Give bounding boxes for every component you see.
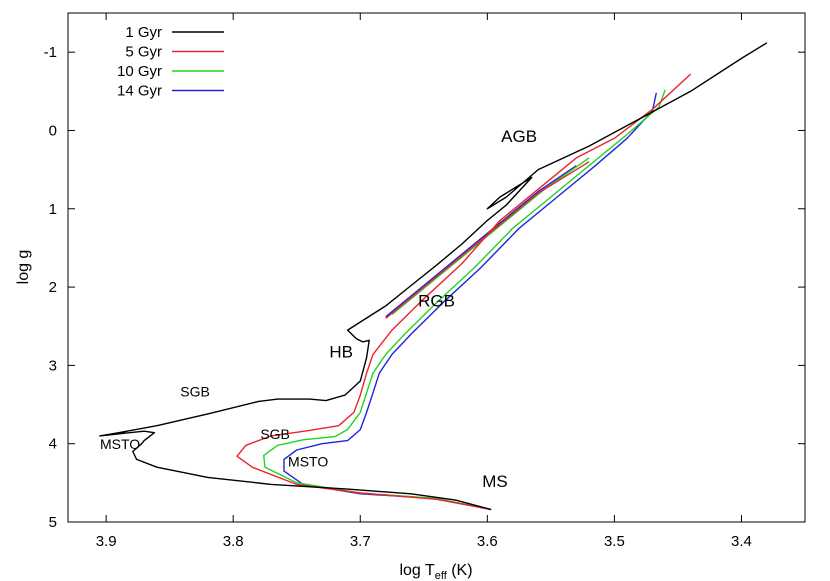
y-tick-label: 1 [49, 201, 57, 218]
series-1-gyr-line [99, 42, 768, 511]
annotation-ms: MS [482, 472, 508, 491]
x-axis-label: log Teff (K) [399, 562, 472, 581]
annotation-hb: HB [329, 343, 353, 362]
annotation-msto: MSTO [100, 436, 140, 452]
legend-label: 5 Gyr [125, 44, 162, 61]
series-14-gyr-line [283, 92, 657, 511]
x-tick-label: 3.6 [477, 533, 498, 550]
y-tick-label: 3 [49, 357, 57, 374]
x-tick-label: 3.8 [223, 533, 244, 550]
plot-frame [67, 12, 806, 523]
x-tick-label: 3.5 [604, 533, 625, 550]
legend-label: 14 Gyr [117, 83, 162, 100]
isochrone-curves [99, 42, 768, 511]
y-tick-label: 2 [49, 279, 57, 296]
legend-label: 10 Gyr [117, 63, 162, 80]
y-tick-label: 5 [49, 514, 57, 531]
series-5-gyr-line [236, 73, 692, 511]
annotation-rgb: RGB [418, 292, 455, 311]
annotation-agb: AGB [501, 127, 537, 146]
legend-label: 1 Gyr [125, 24, 162, 41]
axis-ticks: 3.9 3.8 3.7 3.6 3.5 3.4 -1 0 1 2 3 4 5 [44, 13, 805, 550]
y-axis-label: log g [15, 250, 32, 285]
legend: 1 Gyr 5 Gyr 10 Gyr 14 Gyr [117, 24, 224, 100]
annotation-sgb: SGB [260, 426, 290, 442]
annotation-msto: MSTO [288, 453, 328, 469]
y-tick-label: -1 [44, 44, 57, 61]
series-5-gyr-branch [385, 161, 590, 319]
y-tick-label: 0 [49, 122, 57, 139]
series-14-gyr-branch [385, 165, 577, 318]
annotation-sgb: SGB [180, 384, 210, 400]
x-tick-label: 3.9 [96, 533, 117, 550]
series-10-gyr-line [263, 89, 666, 511]
x-tick-label: 3.7 [350, 533, 371, 550]
y-tick-label: 4 [49, 436, 57, 453]
branch-annotations: AGB RGB HB SGB SGB MSTO MSTO MS [100, 127, 537, 491]
x-tick-label: 3.4 [731, 533, 752, 550]
